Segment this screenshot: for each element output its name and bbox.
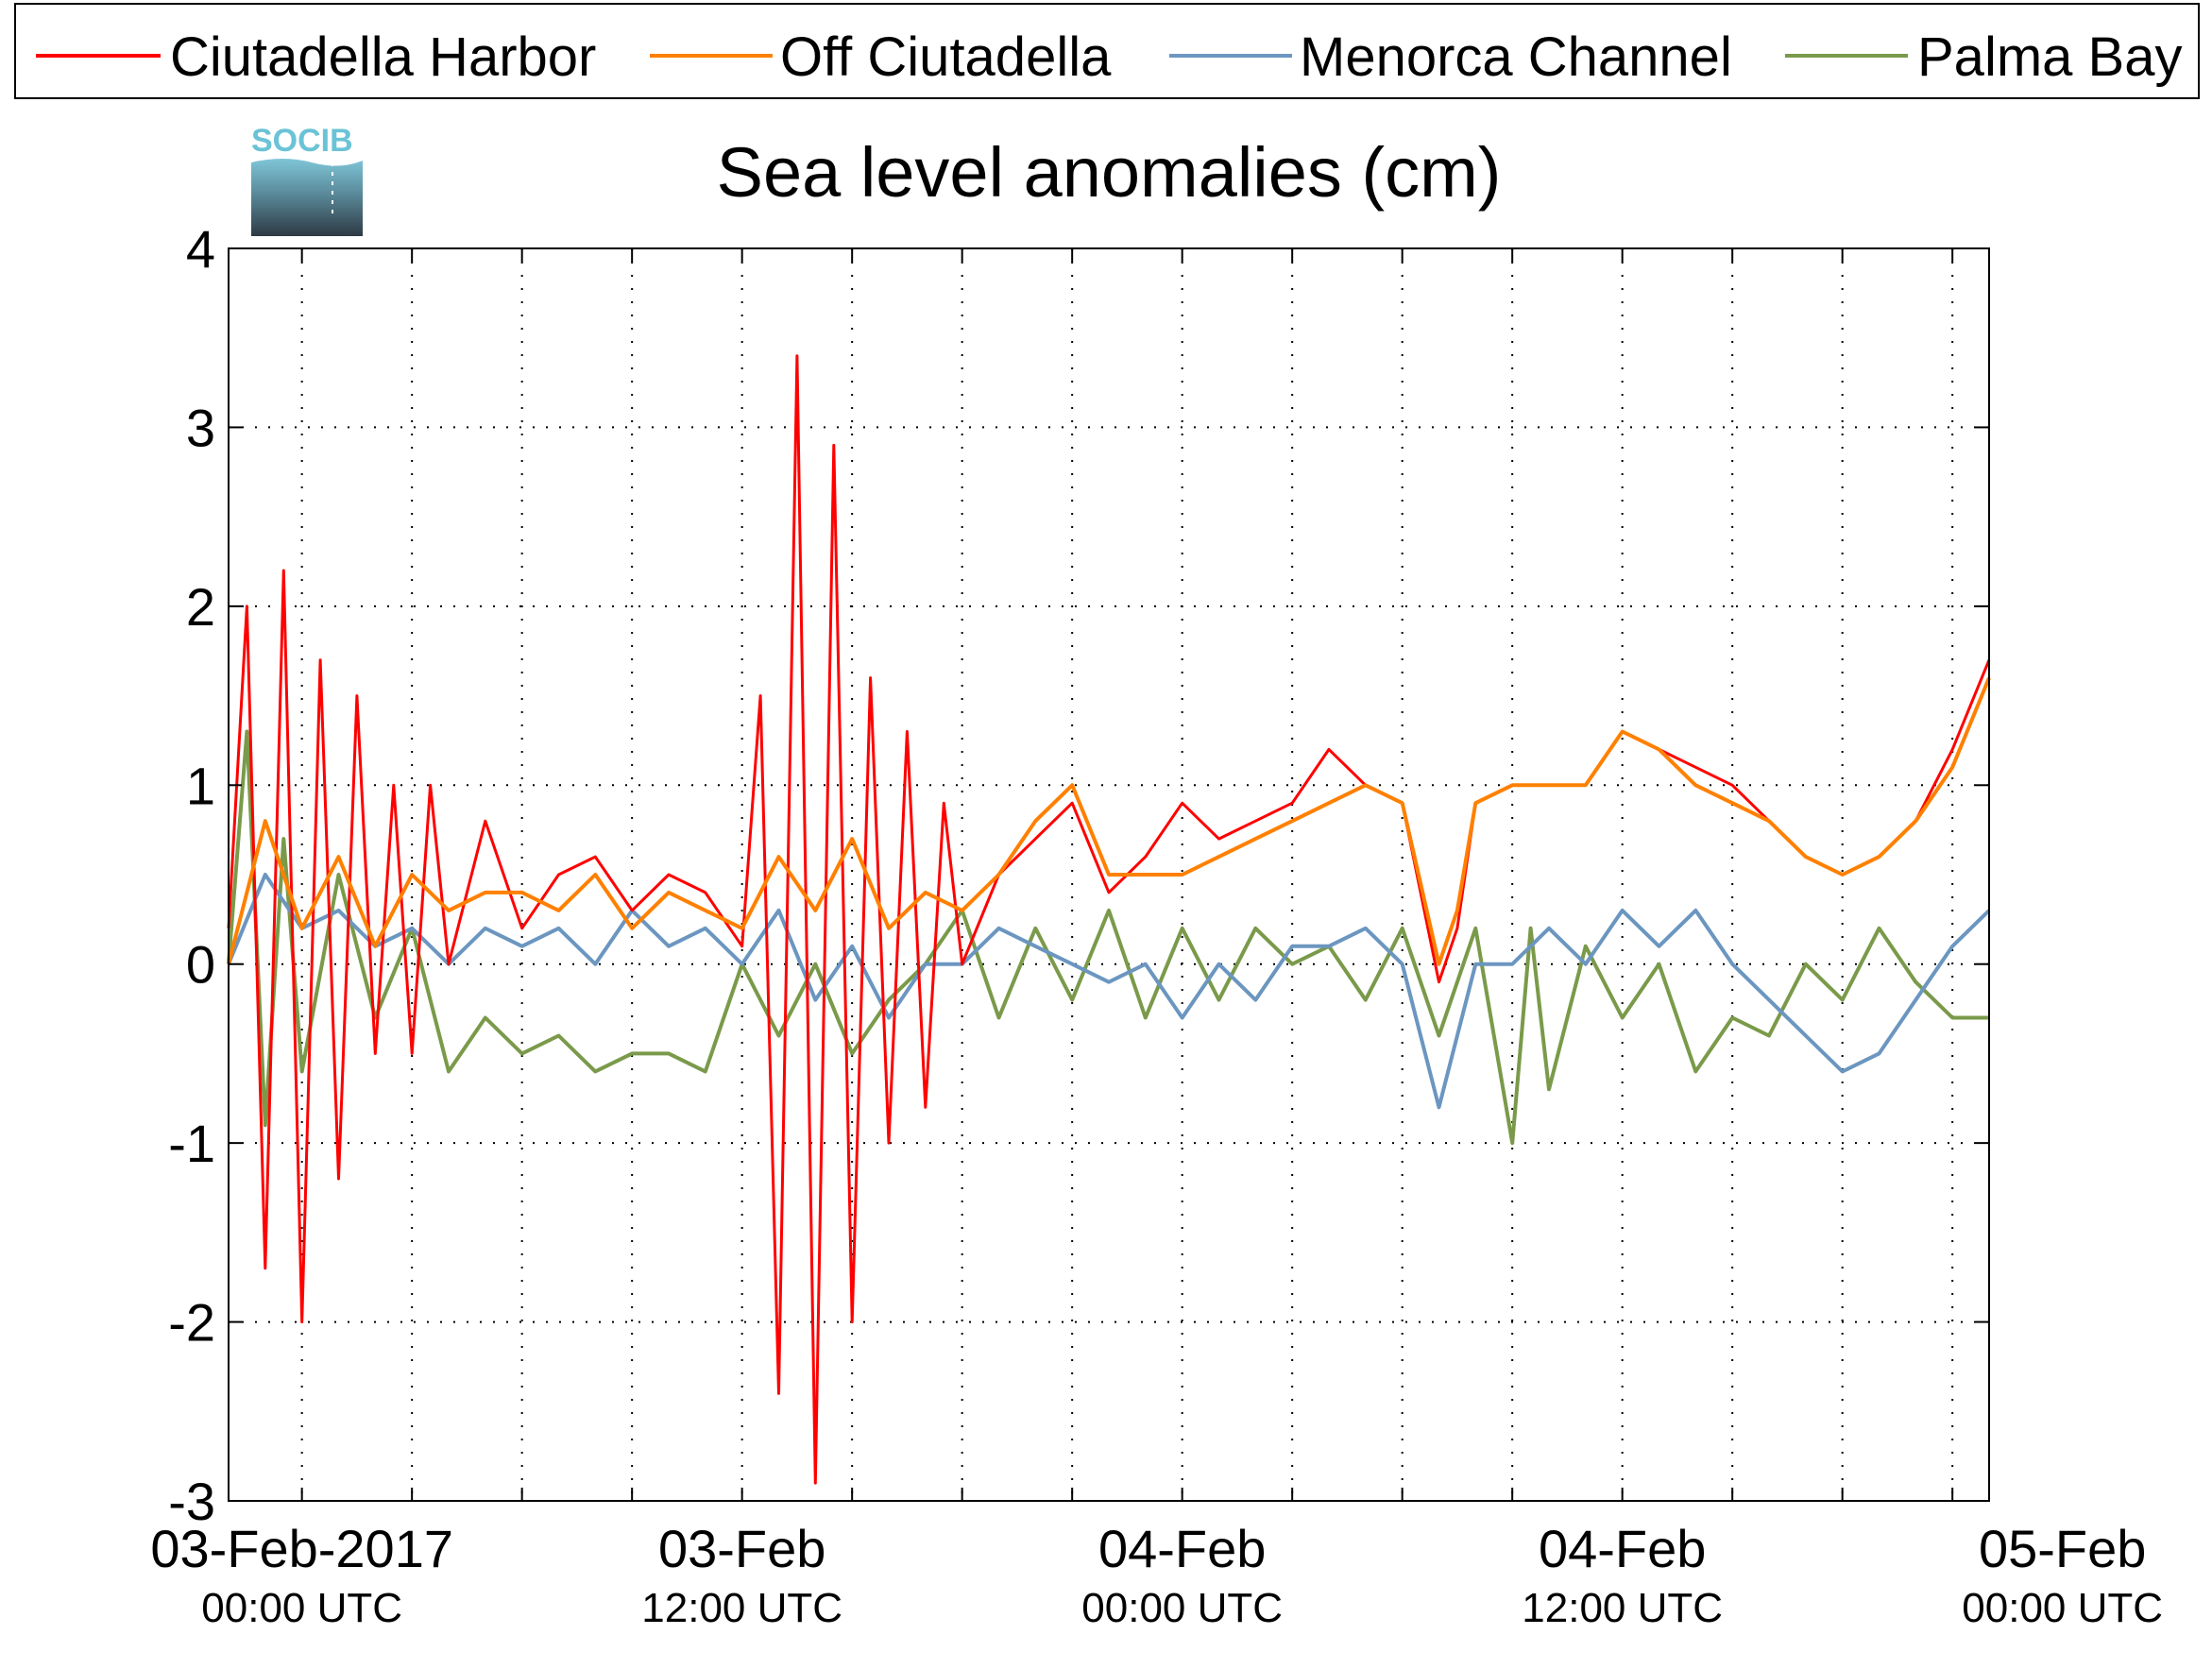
series-line-palma-bay xyxy=(227,729,1989,1146)
logo-text: SOCIB xyxy=(251,123,353,159)
series-line-ciutadella-harbor xyxy=(227,354,1991,1485)
legend: Ciutadella Harbor Off Ciutadella Menorca… xyxy=(14,3,2200,99)
y-tick-label: -2 xyxy=(168,1293,215,1353)
x-tick-label-time: 00:00 UTC xyxy=(1962,1585,2163,1631)
x-tick-label-date: 03-Feb xyxy=(658,1519,825,1578)
x-tick-label-date: 03-Feb-2017 xyxy=(150,1519,453,1578)
y-tick-label: 1 xyxy=(186,756,215,815)
chart-title: Sea level anomalies (cm) xyxy=(717,133,1502,212)
legend-label-palma-bay: Palma Bay xyxy=(1917,26,2182,88)
series-line-menorca-channel xyxy=(227,873,1991,1110)
ticks xyxy=(229,247,1989,1502)
x-tick-label-date: 04-Feb xyxy=(1539,1519,1706,1578)
legend-box xyxy=(14,3,2200,99)
plot-frame xyxy=(228,247,1990,1502)
series-line-off-ciutadella xyxy=(227,676,1991,966)
y-tick-label: 4 xyxy=(186,219,215,279)
y-tick-label: 0 xyxy=(186,935,215,995)
x-tick-label-time: 00:00 UTC xyxy=(201,1585,402,1631)
y-tick-label: -3 xyxy=(168,1472,215,1531)
series-layer xyxy=(227,354,1991,1485)
y-tick-label: 3 xyxy=(186,398,215,457)
y-tick-label: -1 xyxy=(168,1114,215,1173)
socib-logo: SOCIB xyxy=(251,123,363,236)
legend-label-off-ciutadella: Off Ciutadella xyxy=(780,26,1112,88)
y-tick-labels: -3 -2 -1 0 1 2 3 4 xyxy=(168,219,215,1531)
x-tick-label-time: 12:00 UTC xyxy=(1522,1585,1723,1631)
x-tick-label-date: 04-Feb xyxy=(1098,1519,1266,1578)
legend-label-menorca-channel: Menorca Channel xyxy=(1300,26,1732,88)
x-tick-label-time: 12:00 UTC xyxy=(641,1585,842,1631)
legend-label-ciutadella-harbor: Ciutadella Harbor xyxy=(170,26,596,88)
x-tick-labels: 03-Feb-2017 00:00 UTC 03-Feb 12:00 UTC 04-Fe… xyxy=(150,1519,2163,1631)
x-tick-label-time: 00:00 UTC xyxy=(1081,1585,1283,1631)
x-tick-label-date: 05-Feb xyxy=(1979,1519,2146,1578)
y-tick-label: 2 xyxy=(186,577,215,637)
